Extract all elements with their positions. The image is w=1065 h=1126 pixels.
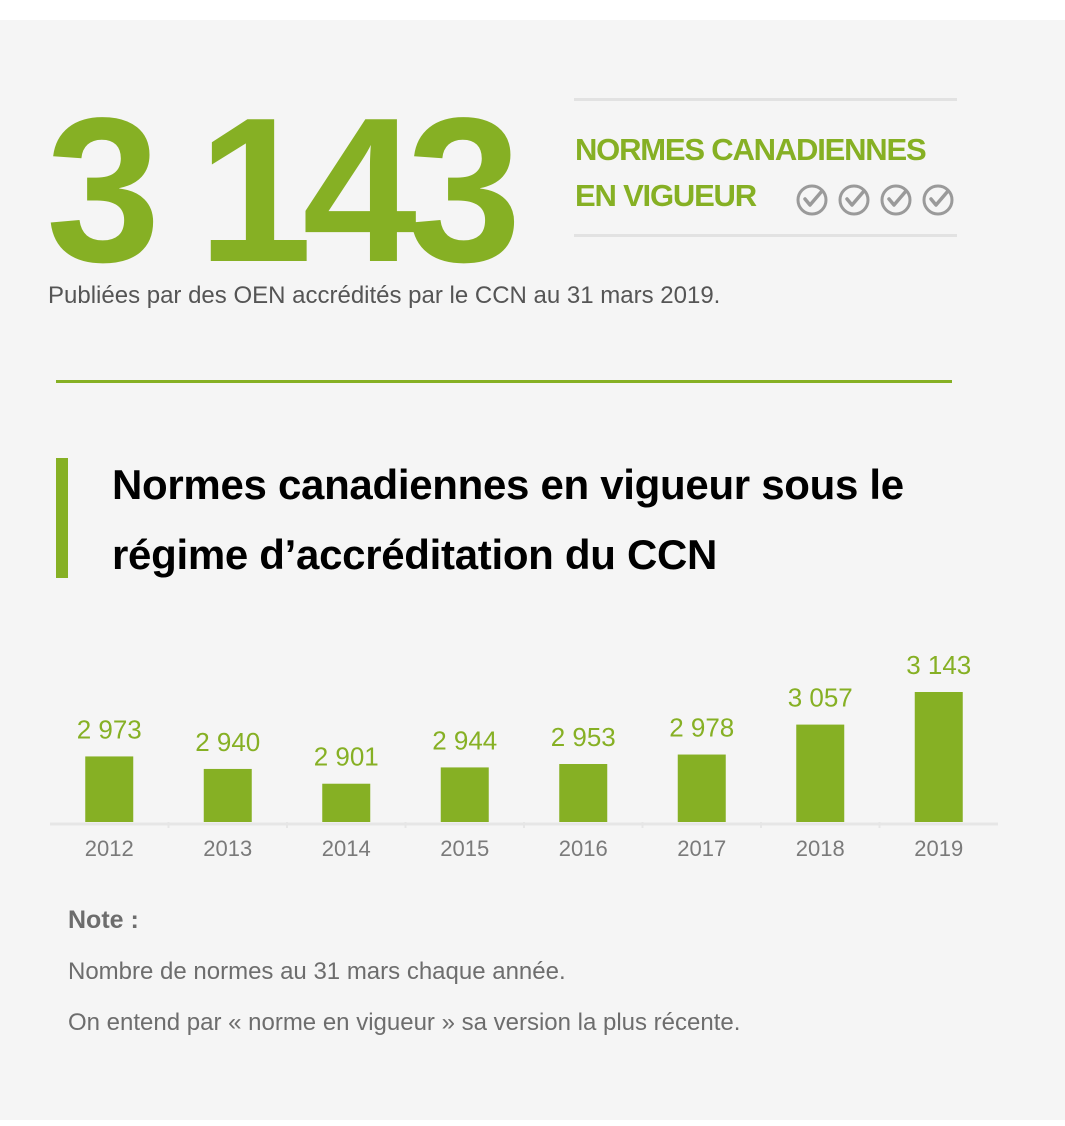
subtitle: Publiées par des OEN accrédités par le C… <box>48 282 721 309</box>
bar <box>440 767 489 822</box>
note-line: On entend par « norme en vigueur » sa ve… <box>68 1009 741 1036</box>
x-tick-label: 2019 <box>914 836 963 861</box>
bar <box>322 783 371 822</box>
note-heading: Note : <box>68 906 139 934</box>
section-divider <box>56 380 952 383</box>
top-rule <box>574 98 957 101</box>
x-tick-label: 2018 <box>796 836 845 861</box>
x-tick-label: 2017 <box>677 836 726 861</box>
check-circle-icon <box>838 184 870 216</box>
bar-value-label: 3 143 <box>906 650 971 680</box>
check-icons-row <box>796 184 954 216</box>
bar <box>677 754 726 822</box>
title-accent-bar <box>56 458 68 578</box>
x-tick-label: 2016 <box>559 836 608 861</box>
bar-value-label: 2 944 <box>432 725 497 755</box>
bar-value-label: 2 940 <box>195 727 260 757</box>
bar-value-label: 3 057 <box>788 683 853 713</box>
check-circle-icon <box>880 184 912 216</box>
bar-value-label: 2 953 <box>551 722 616 752</box>
x-tick-label: 2013 <box>203 836 252 861</box>
x-tick-label: 2012 <box>85 836 134 861</box>
x-tick-label: 2015 <box>440 836 489 861</box>
bar <box>559 764 608 822</box>
infographic-card: 3 143 NORMES CANADIENNES EN VIGUEUR Publ… <box>0 20 1065 1120</box>
bar <box>85 756 134 822</box>
check-circle-icon <box>796 184 828 216</box>
bar-value-label: 2 901 <box>314 742 379 772</box>
bar-value-label: 2 978 <box>669 713 734 743</box>
bar <box>914 692 963 822</box>
bar-value-label: 2 973 <box>77 714 142 744</box>
headline-line-2: EN VIGUEUR <box>575 178 757 213</box>
chart-title: Normes canadiennes en vigueur sous le ré… <box>112 461 904 578</box>
x-tick-label: 2014 <box>322 836 371 861</box>
bar <box>796 724 845 822</box>
total-standards-number: 3 143 <box>46 75 522 305</box>
headline-line-1: NORMES CANADIENNES <box>575 132 927 167</box>
check-circle-icon <box>922 184 954 216</box>
bar-chart: 2 973 2012 2 940 2013 2 901 2014 2 944 2015 2 95… <box>50 650 998 861</box>
bar <box>203 768 252 822</box>
bottom-rule <box>574 234 957 237</box>
note-line: Nombre de normes au 31 mars chaque année… <box>68 958 566 985</box>
